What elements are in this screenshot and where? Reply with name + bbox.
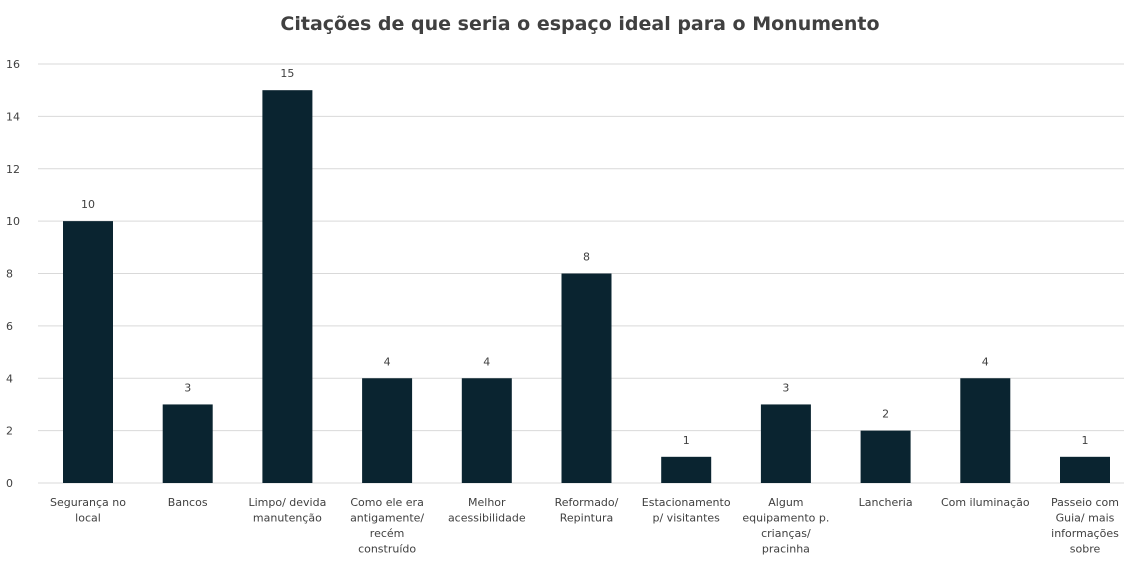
category-label-line: acessibilidade [448, 512, 526, 525]
category-label-line: Repintura [560, 512, 613, 525]
category-label-line: Algum [768, 496, 803, 509]
category-label-line: sobre [1070, 543, 1101, 556]
category-label: Passeio com Guia/ mais informações sobre [1051, 496, 1119, 556]
category-label-line: Segurança no [50, 496, 126, 509]
data-label: 3 [782, 381, 789, 394]
category-label-line: Com iluminação [941, 496, 1030, 509]
category-label-line: local [75, 512, 101, 525]
data-label: 3 [184, 381, 191, 394]
category-label: Com iluminação [941, 496, 1030, 509]
bar [63, 221, 113, 483]
data-label: 2 [882, 408, 889, 421]
data-label: 4 [982, 355, 989, 368]
y-tick-label: 4 [6, 372, 13, 385]
category-label: Reformado/Repintura [555, 496, 619, 525]
category-label-line: pracinha [762, 543, 810, 556]
data-label: 1 [683, 434, 690, 447]
category-label-line: Bancos [168, 496, 208, 509]
category-label-line: Reformado/ [555, 496, 619, 509]
category-label-line: informações [1051, 527, 1119, 540]
category-label-line: antigamente/ [350, 512, 424, 525]
bar [960, 378, 1011, 483]
data-labels: 10 3 15 4 4 8 1 3 2 4 1 [81, 67, 1089, 447]
category-label-line: Como ele era [350, 496, 423, 509]
category-label-line: recém [370, 527, 405, 540]
y-tick-label: 2 [6, 425, 13, 438]
y-tick-label: 0 [6, 477, 13, 490]
y-tick-label: 10 [6, 215, 20, 228]
category-label: Segurança no local [50, 496, 126, 525]
category-label-line: Limpo/ devida [248, 496, 326, 509]
y-tick-label: 14 [6, 110, 20, 123]
category-label: Bancos [168, 496, 208, 509]
category-label-line: equipamento p. [742, 512, 829, 525]
category-label: Estacionamento p/ visitantes [642, 496, 731, 525]
bar [561, 273, 612, 483]
data-label: 8 [583, 251, 590, 264]
y-tick-label: 12 [6, 163, 20, 176]
bar [1060, 456, 1110, 483]
category-label: Lancheria [859, 496, 913, 509]
category-label-line: Melhor [468, 496, 506, 509]
category-label-line: Guia/ mais [1056, 512, 1115, 525]
y-tick-label: 6 [6, 320, 13, 333]
bar [760, 404, 811, 483]
category-label-line: Lancheria [859, 496, 913, 509]
data-label: 15 [280, 67, 294, 80]
category-label-line: crianças/ [761, 527, 811, 540]
chart-title: Citações de que seria o espaço ideal par… [280, 13, 879, 35]
bar [661, 456, 712, 483]
category-label-line: manutenção [253, 512, 322, 525]
category-labels: Segurança no local Bancos Limpo/ devida manu… [50, 496, 1119, 556]
category-label-line: Passeio com [1051, 496, 1119, 509]
category-label-line: construído [358, 543, 416, 556]
y-axis-tick-labels: 0 2 4 6 8 10 12 14 16 [6, 58, 20, 490]
bar [262, 90, 313, 483]
bar [162, 404, 213, 483]
y-tick-label: 16 [6, 58, 20, 71]
data-label: 4 [483, 355, 490, 368]
category-label: Melhor acessibilidade [448, 496, 526, 525]
category-label-line: p/ visitantes [653, 512, 721, 525]
category-label-line: Estacionamento [642, 496, 731, 509]
data-label: 4 [384, 355, 391, 368]
category-label: Como ele era antigamente/recém construído [350, 496, 424, 556]
bar [362, 378, 413, 483]
category-label: Limpo/ devida manutenção [248, 496, 326, 525]
bar [461, 378, 512, 483]
bar [860, 430, 911, 483]
bars [63, 90, 1110, 483]
y-tick-label: 8 [6, 268, 13, 281]
data-label: 10 [81, 198, 95, 211]
data-label: 1 [1082, 434, 1089, 447]
category-label: Algum equipamento p. crianças/pracinha [742, 496, 829, 556]
